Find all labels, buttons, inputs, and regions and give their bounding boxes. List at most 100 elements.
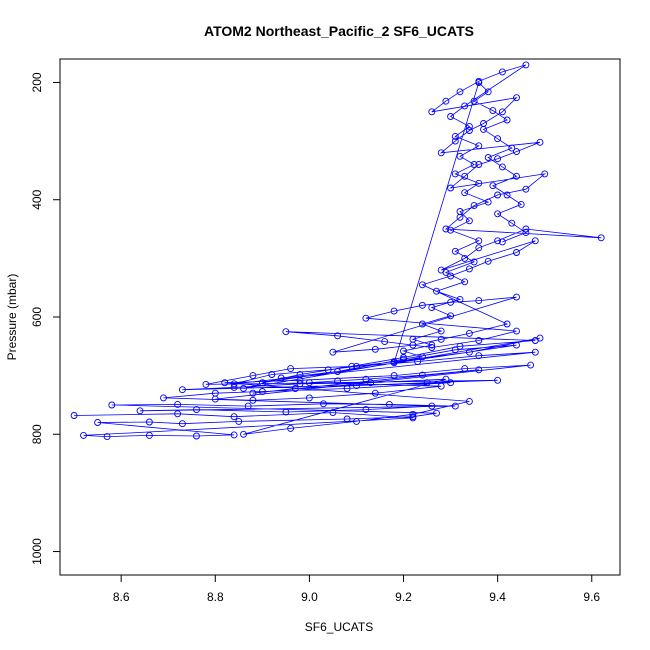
data-point <box>522 229 530 237</box>
x-tick-label: 9.2 <box>395 590 412 604</box>
data-point <box>329 409 337 417</box>
data-point <box>494 210 502 218</box>
data-point <box>353 362 360 370</box>
data-point <box>230 380 238 388</box>
data-point <box>221 379 229 387</box>
data-point <box>527 361 535 369</box>
data-point <box>465 265 473 273</box>
series-layer <box>70 61 605 441</box>
data-point <box>418 281 426 289</box>
data-point <box>531 348 539 356</box>
data-point <box>418 320 426 328</box>
data-point <box>305 379 313 387</box>
y-axis: 200 400 600 800 1000 <box>30 72 60 565</box>
data-point <box>494 376 502 384</box>
data-point <box>498 108 506 116</box>
data-point <box>522 225 530 233</box>
data-point <box>240 385 247 392</box>
data-point <box>508 219 516 227</box>
data-point <box>367 379 375 387</box>
data-point <box>400 354 407 361</box>
data-point <box>461 172 469 180</box>
data-point <box>296 371 304 378</box>
data-point <box>513 148 520 156</box>
data-point <box>282 408 290 416</box>
data-point <box>447 379 455 387</box>
data-point <box>475 244 483 252</box>
data-point <box>428 108 436 116</box>
data-point <box>447 113 455 120</box>
data-point <box>324 366 332 374</box>
data-point <box>465 348 473 356</box>
data-point <box>296 380 304 388</box>
data-point <box>240 430 247 438</box>
x-tick-label: 8.6 <box>113 590 130 604</box>
data-point <box>108 401 116 409</box>
data-point <box>174 400 182 408</box>
data-point <box>597 234 605 242</box>
data-point <box>235 417 243 425</box>
data-point <box>390 359 398 367</box>
data-point <box>442 375 450 383</box>
data-point <box>447 184 455 192</box>
x-axis-label: SF6_UCATS <box>305 620 373 634</box>
x-tick-label: 9.4 <box>489 590 506 604</box>
data-point <box>423 379 431 387</box>
data-point <box>461 102 469 110</box>
data-point <box>334 377 342 385</box>
series-line <box>74 64 602 438</box>
data-point <box>470 161 478 168</box>
y-tick-label: 400 <box>30 189 44 209</box>
data-point <box>475 237 483 245</box>
data-point <box>202 380 210 388</box>
data-point <box>461 254 469 262</box>
data-point <box>465 397 473 405</box>
data-point <box>475 352 483 360</box>
data-point <box>320 400 327 408</box>
data-point <box>258 388 266 395</box>
data-point <box>433 409 440 417</box>
data-point <box>103 433 111 441</box>
data-point <box>531 237 539 245</box>
data-point <box>174 410 182 418</box>
data-point <box>484 257 492 265</box>
data-point <box>418 353 426 361</box>
data-point <box>442 97 450 105</box>
data-point <box>437 149 445 157</box>
data-point <box>442 268 450 276</box>
data-point <box>287 365 295 373</box>
data-point <box>536 138 544 146</box>
data-point <box>451 170 459 178</box>
data-point <box>465 217 473 225</box>
data-point <box>305 394 313 402</box>
data-point <box>343 385 351 392</box>
data-point <box>287 424 295 432</box>
data-point <box>513 293 520 301</box>
data-point <box>160 394 167 402</box>
data-point <box>418 301 426 309</box>
data-point <box>494 135 502 143</box>
data-point <box>503 320 511 328</box>
data-point <box>277 374 285 382</box>
data-point <box>145 431 153 439</box>
data-point <box>461 365 469 373</box>
data-point <box>348 362 356 370</box>
data-point <box>475 297 483 305</box>
data-point <box>451 402 459 410</box>
data-point <box>465 122 473 130</box>
data-point <box>475 79 483 86</box>
data-point <box>178 386 186 394</box>
data-point <box>249 389 257 397</box>
data-point <box>484 198 492 206</box>
data-point <box>230 383 238 391</box>
data-point <box>470 97 478 105</box>
data-point <box>193 432 200 440</box>
data-point <box>353 382 360 390</box>
data-point <box>371 389 379 397</box>
x-tick-label: 9.6 <box>583 590 600 604</box>
data-point <box>371 345 379 353</box>
data-point <box>433 287 440 295</box>
data-point <box>211 395 219 403</box>
data-point <box>475 366 483 374</box>
